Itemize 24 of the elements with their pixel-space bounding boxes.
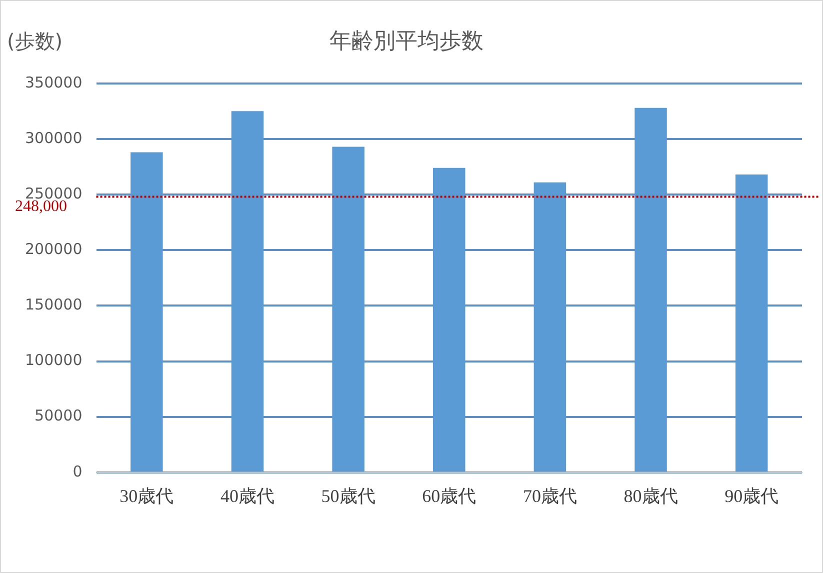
y-tick-label: 150000 bbox=[24, 296, 82, 314]
y-tick-label: 100000 bbox=[24, 351, 82, 370]
bar bbox=[534, 182, 566, 472]
x-tick-label: 40歳代 bbox=[220, 486, 274, 506]
chart-title: 年齢別平均歩数 bbox=[330, 28, 484, 54]
ref-line-label: 248,000 bbox=[15, 198, 67, 215]
bar bbox=[332, 146, 364, 472]
bar bbox=[634, 108, 667, 472]
x-tick-label: 50歳代 bbox=[321, 486, 376, 506]
x-tick-label: 60歳代 bbox=[422, 486, 476, 506]
x-tick-label: 80歳代 bbox=[624, 486, 678, 506]
y-tick-label: 350000 bbox=[24, 73, 82, 92]
bar bbox=[735, 174, 768, 472]
bar bbox=[433, 168, 466, 472]
x-tick-label: 70歳代 bbox=[522, 486, 577, 506]
bar bbox=[130, 152, 163, 472]
y-tick-label: 0 bbox=[72, 462, 82, 480]
y-axis-title: (歩数) bbox=[7, 29, 63, 54]
y-tick-label: 200000 bbox=[24, 240, 82, 258]
y-tick-label: 300000 bbox=[24, 128, 82, 147]
y-tick-label: 50000 bbox=[34, 406, 82, 425]
x-tick-label: 90歳代 bbox=[724, 486, 779, 506]
x-tick-label: 30歳代 bbox=[120, 486, 174, 506]
bar bbox=[231, 111, 264, 472]
